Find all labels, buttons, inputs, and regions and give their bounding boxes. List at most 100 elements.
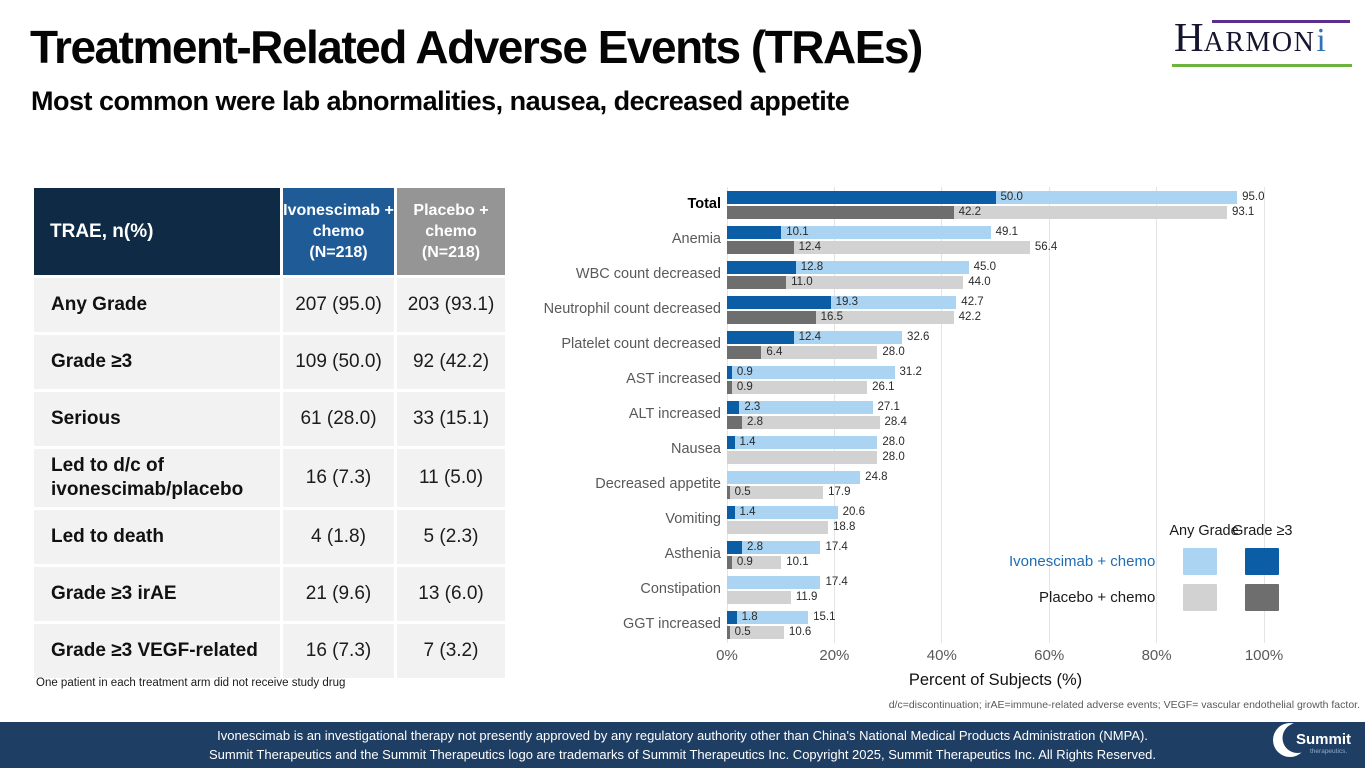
bar-line-ivonescimab: 0.9 31.2	[727, 366, 1264, 379]
chart-gridlines	[726, 187, 1265, 643]
bar-ivonescimab-grade3	[727, 541, 743, 554]
harmoni-logo: H ARMON i	[1172, 12, 1352, 68]
gridline	[1156, 187, 1158, 643]
chart-category-label: Platelet count decreased	[561, 336, 721, 352]
bar-value-ivonescimab-any-grade: 31.2	[899, 366, 922, 378]
chart-category-label: GGT increased	[622, 616, 721, 632]
trae-table-header: TRAE, n(%) Ivonescimab + chemo (N=218) P…	[34, 188, 505, 275]
bar-value-placebo-any-grade: 10.1	[786, 556, 809, 568]
chart-x-axis: 0% 20% 40% 60% 80% 100%	[716, 647, 1283, 667]
legend-swatch-any-grade	[1183, 548, 1218, 575]
bar-line-placebo: 16.5 42.2	[727, 311, 1264, 324]
chart-plot-cell: 12.8 45.0 11.0 44.0	[727, 257, 1264, 292]
bar-line-placebo: 0.5 17.9	[727, 486, 1264, 499]
bar-line-ivonescimab: 2.3 27.1	[727, 401, 1264, 414]
bar-value-ivonescimab-any-grade: 28.0	[882, 436, 905, 448]
legend-label: Ivonescimab + chemo	[1009, 553, 1156, 570]
chart-plot-cell: 12.4 32.6 6.4 28.0	[727, 327, 1264, 362]
bar-ivonescimab-grade3	[727, 366, 732, 379]
bar-placebo-grade3	[727, 206, 954, 219]
legend-swatch-grade3	[1245, 584, 1280, 611]
bar-value-ivonescimab-any-grade: 95.0	[1242, 191, 1265, 203]
bar-placebo-grade3	[727, 311, 816, 324]
bar-line-ivonescimab: 19.3 42.7	[727, 296, 1264, 309]
bar-value-ivonescimab-any-grade: 32.6	[907, 331, 930, 343]
bar-ivonescimab-any-grade	[727, 436, 878, 449]
bar-value-placebo-any-grade: 18.8	[832, 521, 856, 533]
chart-row: Nausea 1.4 28.0 28.0	[537, 432, 1357, 467]
table-cell-placebo: 13 (6.0)	[397, 567, 505, 621]
x-tick-label: 20%	[819, 647, 850, 664]
chart-plot-cell: 0.9 31.2 0.9 26.1	[727, 362, 1264, 397]
bar-line-ivonescimab: 24.8	[727, 471, 1264, 484]
chart-category-label: Anemia	[671, 231, 721, 247]
bar-placebo-grade3	[727, 276, 787, 289]
bar-value-placebo-any-grade: 28.4	[884, 416, 907, 428]
chart-row: Decreased appetite 24.8 0.5 17.9	[537, 467, 1357, 502]
x-tick-label: 100%	[1244, 647, 1284, 664]
chart-category-label: Decreased appetite	[595, 476, 721, 492]
slide-subtitle: Most common were lab abnormalities, naus…	[31, 86, 850, 116]
footer-line-1: Ivonescimab is an investigational therap…	[217, 728, 1148, 743]
slide-title: Treatment-Related Adverse Events (TRAEs)	[30, 21, 923, 73]
chart-category-label: ALT increased	[628, 406, 721, 422]
harmoni-logo-green-rule	[1172, 64, 1352, 67]
table-header-trae: TRAE, n(%)	[34, 188, 283, 275]
bar-line-ivonescimab: 10.1 49.1	[727, 226, 1264, 239]
chart-category-label: Asthenia	[664, 546, 721, 562]
bar-ivonescimab-grade3	[727, 506, 735, 519]
bar-value-placebo-any-grade: 11.9	[795, 591, 818, 603]
summit-logo: Summit therapeutics.	[1273, 720, 1357, 765]
bar-placebo-any-grade	[727, 451, 878, 464]
harmoni-logo-letter-i: i	[1316, 22, 1326, 59]
bar-value-placebo-grade3: 2.8	[747, 416, 764, 428]
chart-plot-cell: 24.8 0.5 17.9	[727, 467, 1264, 502]
bar-placebo-grade3	[727, 416, 743, 429]
gridline	[941, 187, 943, 643]
bar-placebo-any-grade	[727, 346, 878, 359]
bar-value-ivonescimab-any-grade: 24.8	[865, 471, 888, 483]
table-cell-ivonescimab: 21 (9.6)	[283, 567, 397, 621]
bar-value-ivonescimab-any-grade: 17.4	[825, 541, 848, 553]
bar-ivonescimab-grade3	[727, 191, 996, 204]
bar-placebo-grade3	[727, 556, 732, 569]
chart-category-label: Total	[687, 196, 721, 212]
bar-ivonescimab-any-grade	[727, 611, 809, 624]
bar-value-placebo-any-grade: 10.6	[788, 626, 812, 638]
chart-row: Asthenia 2.8 17.4 0.9 10.1	[537, 537, 1357, 572]
chart-footnote: d/c=discontinuation; irAE=immune-related…	[888, 699, 1360, 711]
bar-value-placebo-any-grade: 28.0	[882, 451, 905, 463]
bar-value-placebo-grade3: 16.5	[820, 311, 843, 323]
chart-category-label: Constipation	[640, 581, 721, 597]
table-cell-ivonescimab: 4 (1.8)	[283, 510, 397, 564]
bar-ivonescimab-grade3	[727, 296, 831, 309]
bar-value-placebo-grade3: 42.2	[958, 206, 981, 218]
table-header-placebo: Placebo + chemo (N=218)	[397, 188, 505, 275]
bar-placebo-grade3	[727, 346, 762, 359]
trae-chart: Total 50.0 95.0 42.2 93.1 Anemia 10.1 49.1 12.4 5…	[537, 187, 1357, 727]
chart-row: AST increased 0.9 31.2 0.9 26.1	[537, 362, 1357, 397]
bar-value-ivonescimab-any-grade: 49.1	[995, 226, 1019, 238]
summit-logo-sub: therapeutics.	[1310, 748, 1347, 755]
bar-value-ivonescimab-any-grade: 45.0	[973, 261, 997, 273]
bar-value-ivonescimab-any-grade: 42.7	[961, 296, 984, 308]
bar-value-placebo-any-grade: 28.0	[882, 346, 905, 358]
table-cell-ivonescimab: 207 (95.0)	[283, 278, 397, 332]
bar-ivonescimab-grade3	[727, 331, 794, 344]
x-tick-label: 40%	[926, 647, 957, 664]
bar-value-ivonescimab-grade3: 1.4	[739, 506, 756, 518]
bar-value-placebo-any-grade: 56.4	[1034, 241, 1058, 253]
gridline	[833, 187, 835, 643]
chart-plot-cell: 2.3 27.1 2.8 28.4	[727, 397, 1264, 432]
chart-row: Constipation 17.4 11.9	[537, 572, 1357, 607]
table-row: Grade ≥3 VEGF-related 16 (7.3) 7 (3.2)	[34, 624, 505, 678]
table-row-label: Led to d/c of ivonescimab/placebo	[34, 449, 283, 507]
bar-value-placebo-any-grade: 17.9	[828, 486, 851, 498]
footer: Ivonescimab is an investigational therap…	[0, 722, 1365, 768]
table-footnote: One patient in each treatment arm did no…	[36, 677, 346, 689]
table-cell-ivonescimab: 61 (28.0)	[283, 392, 397, 446]
table-row-label: Led to death	[34, 510, 283, 564]
chart-plot-cell: 50.0 95.0 42.2 93.1	[727, 187, 1265, 222]
bar-line-ivonescimab: 12.8 45.0	[727, 261, 1264, 274]
